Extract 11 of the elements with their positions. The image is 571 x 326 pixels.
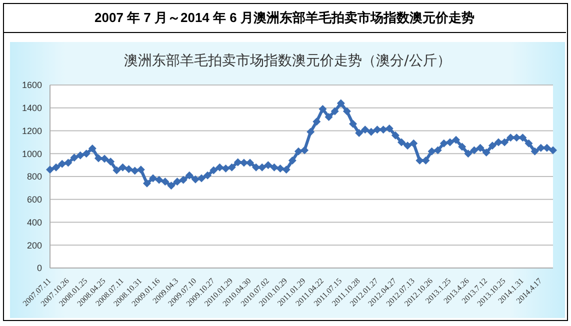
y-tick-label: 600 xyxy=(26,194,42,205)
chart-subtitle: 澳洲东部羊毛拍卖市场指数澳元价走势（澳分/公斤） xyxy=(123,52,452,70)
y-tick-label: 1000 xyxy=(22,148,42,159)
y-tick-label: 400 xyxy=(26,217,42,228)
y-tick-label: 1200 xyxy=(22,126,42,136)
chart-title: 2007 年 7 月～2014 年 6 月澳洲东部羊毛拍卖市场指数澳元价走势 xyxy=(3,3,566,33)
y-tick-label: 0 xyxy=(36,263,42,274)
y-tick-label: 1400 xyxy=(22,103,42,114)
y-tick-label: 800 xyxy=(26,172,42,182)
y-tick-label: 200 xyxy=(26,240,42,250)
y-tick-label: 1600 xyxy=(22,80,42,90)
